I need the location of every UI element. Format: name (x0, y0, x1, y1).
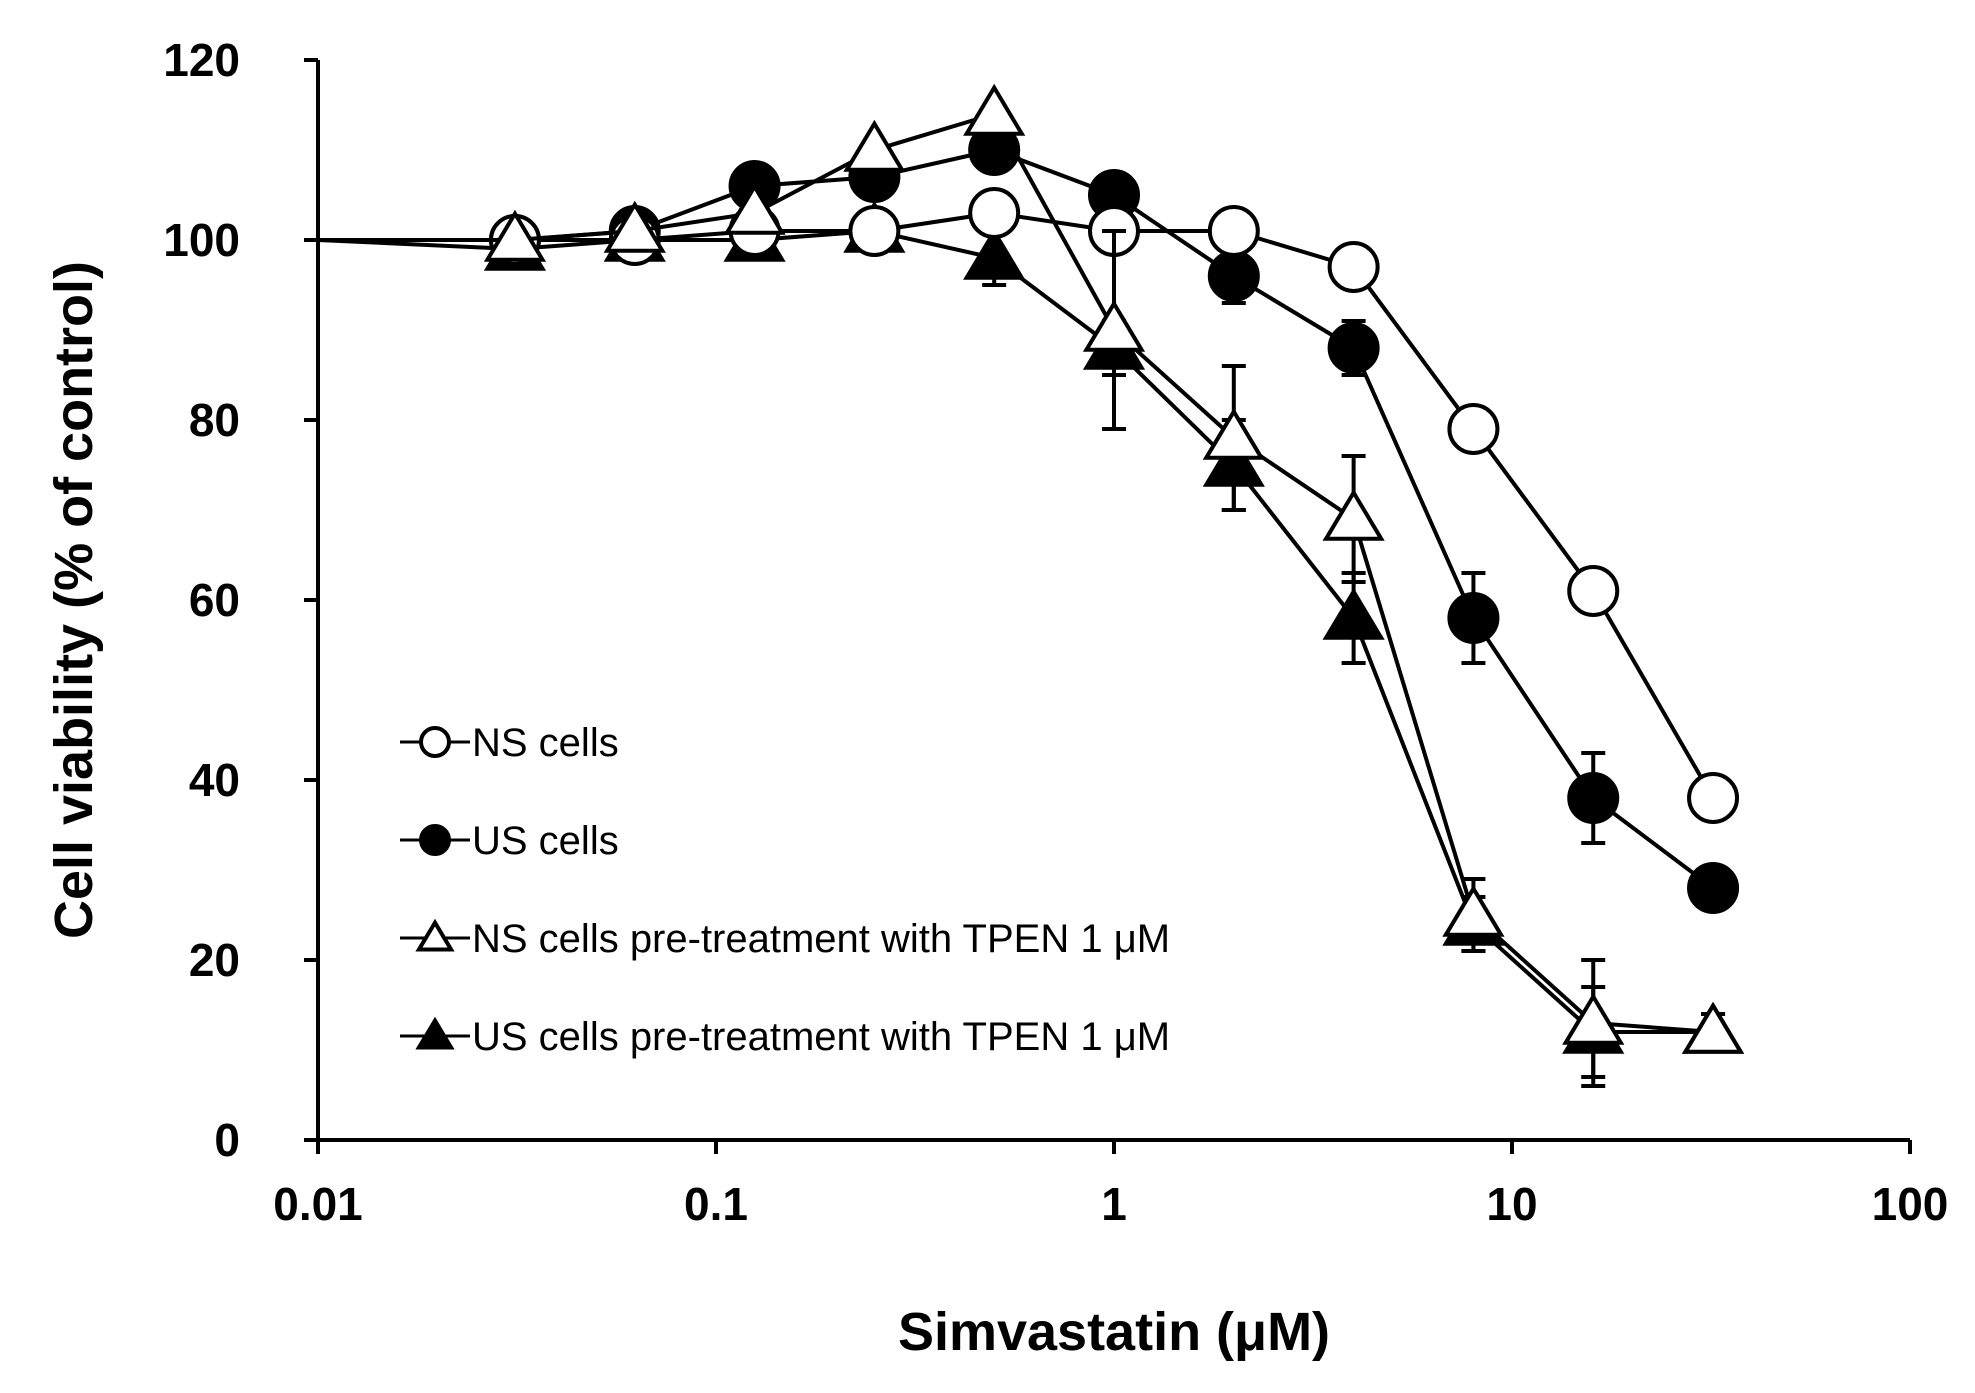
y-tick-label: 20 (189, 934, 240, 986)
legend-item: US cells (400, 819, 619, 863)
x-tick-label: 1 (1101, 1178, 1127, 1230)
y-tick-label: 40 (189, 754, 240, 806)
data-point (1687, 862, 1740, 914)
data-point (1322, 488, 1385, 541)
data-point (1442, 884, 1505, 937)
data-point (963, 227, 1026, 280)
data-point (1447, 592, 1500, 644)
data-point (1562, 992, 1625, 1045)
legend-item: US cells pre-treatment with TPEN 1 μM (400, 1015, 1170, 1059)
series-line (317, 229, 1714, 1034)
data-point (1327, 241, 1380, 293)
legend-label: NS cells (472, 721, 619, 765)
data-point (1322, 587, 1385, 640)
series-3 (318, 83, 1745, 1088)
series-line (318, 211, 1715, 800)
data-point (723, 182, 786, 235)
data-point (1681, 1001, 1745, 1054)
x-axis-title: Simvastatin (μM) (898, 1302, 1330, 1362)
legend-label: US cells (472, 819, 619, 863)
y-tick-label: 80 (189, 394, 240, 446)
x-tick-label: 10 (1486, 1178, 1537, 1230)
legend-item: NS cells (400, 721, 619, 765)
y-tick-label: 0 (214, 1114, 240, 1166)
legend-marker (419, 824, 451, 856)
data-point (1202, 407, 1265, 460)
legend-item: NS cells pre-treatment with TPEN 1 μM (400, 917, 1170, 961)
axes: 0 20 40 60 80 100 120 0.01 0.1 1 10 100 (163, 34, 1948, 1230)
x-tick-label: 0.01 (273, 1178, 363, 1230)
legend-marker (415, 918, 455, 952)
legend: NS cells US cells NS cells pre-treatment w… (400, 721, 1170, 1059)
data-point (968, 187, 1021, 239)
data-point (1567, 772, 1620, 824)
data-point (1207, 250, 1260, 302)
data-point (1687, 772, 1740, 824)
data-point (843, 119, 906, 172)
y-tick-label: 100 (163, 214, 240, 266)
data-point (1447, 403, 1500, 455)
y-tick-label: 60 (189, 574, 240, 626)
legend-marker (419, 726, 451, 758)
data-point (1327, 322, 1380, 374)
data-point (603, 200, 666, 253)
x-tick-label: 0.1 (684, 1178, 748, 1230)
data-point (963, 83, 1026, 136)
x-tick-label: 100 (1872, 1178, 1949, 1230)
y-axis-title: Cell viability (% of control) (44, 261, 104, 939)
data-point (1082, 299, 1146, 352)
data-point (848, 205, 901, 257)
data-point (483, 209, 547, 262)
y-tick-label: 120 (163, 34, 240, 86)
data-point (1207, 205, 1260, 257)
legend-marker (415, 1016, 455, 1050)
legend-label: NS cells pre-treatment with TPEN 1 μM (472, 917, 1170, 961)
data-point (1567, 565, 1620, 617)
series-layer (317, 83, 1745, 1088)
legend-label: US cells pre-treatment with TPEN 1 μM (472, 1015, 1170, 1059)
